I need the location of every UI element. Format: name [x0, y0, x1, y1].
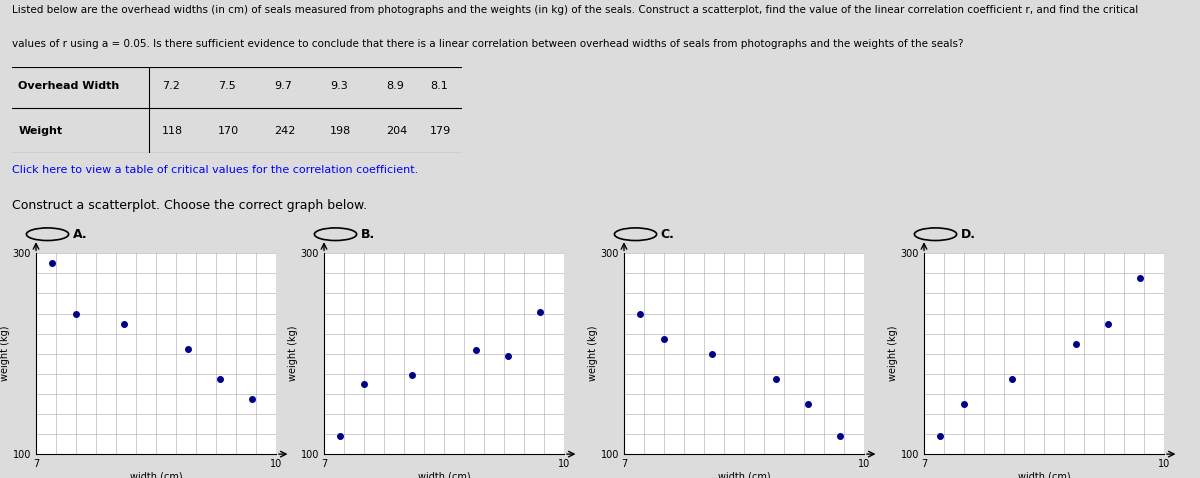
- Point: [830, 432, 850, 440]
- Text: 170: 170: [218, 127, 239, 136]
- Text: 7.5: 7.5: [218, 81, 235, 91]
- Point: [242, 395, 262, 402]
- Y-axis label: weight (kg): weight (kg): [0, 326, 10, 381]
- X-axis label: width (cm): width (cm): [418, 472, 470, 478]
- Text: C.: C.: [660, 228, 674, 241]
- Point: [630, 310, 649, 317]
- Text: 179: 179: [430, 127, 451, 136]
- Text: B.: B.: [360, 228, 374, 241]
- Point: [467, 346, 486, 354]
- Text: 8.9: 8.9: [386, 81, 404, 91]
- Point: [767, 375, 786, 382]
- Point: [702, 350, 721, 358]
- Text: 198: 198: [330, 127, 352, 136]
- X-axis label: width (cm): width (cm): [130, 472, 182, 478]
- X-axis label: width (cm): width (cm): [718, 472, 770, 478]
- Text: 7.2: 7.2: [162, 81, 180, 91]
- Point: [654, 335, 673, 342]
- Point: [930, 432, 949, 440]
- Y-axis label: weight (kg): weight (kg): [288, 326, 298, 381]
- Point: [1098, 320, 1117, 327]
- Point: [530, 308, 550, 315]
- Text: values of r using a = 0.05. Is there sufficient evidence to conclude that there : values of r using a = 0.05. Is there suf…: [12, 39, 964, 49]
- Y-axis label: weight (kg): weight (kg): [888, 326, 898, 381]
- Point: [954, 400, 973, 408]
- Point: [330, 432, 349, 440]
- Text: Weight: Weight: [18, 127, 62, 136]
- Point: [1067, 340, 1086, 348]
- Point: [1002, 375, 1021, 382]
- Point: [402, 371, 421, 379]
- Text: 9.7: 9.7: [274, 81, 292, 91]
- Text: 8.1: 8.1: [430, 81, 448, 91]
- Text: 242: 242: [274, 127, 295, 136]
- Text: 9.3: 9.3: [330, 81, 348, 91]
- Text: Listed below are the overhead widths (in cm) of seals measured from photographs : Listed below are the overhead widths (in…: [12, 5, 1139, 15]
- Point: [1130, 274, 1150, 282]
- Text: 118: 118: [162, 127, 182, 136]
- Point: [354, 380, 373, 388]
- Text: Click here to view a table of critical values for the correlation coefficient.: Click here to view a table of critical v…: [12, 165, 419, 175]
- Text: A.: A.: [72, 228, 88, 241]
- Y-axis label: weight (kg): weight (kg): [588, 326, 598, 381]
- X-axis label: width (cm): width (cm): [1018, 472, 1070, 478]
- Point: [798, 400, 817, 408]
- Text: Overhead Width: Overhead Width: [18, 81, 120, 91]
- Point: [114, 320, 133, 327]
- Point: [498, 352, 517, 359]
- Point: [42, 260, 61, 267]
- Text: 204: 204: [386, 127, 408, 136]
- Text: D.: D.: [960, 228, 976, 241]
- Text: Construct a scatterplot. Choose the correct graph below.: Construct a scatterplot. Choose the corr…: [12, 199, 367, 212]
- Point: [210, 375, 229, 382]
- Point: [179, 345, 198, 353]
- Point: [66, 310, 85, 317]
